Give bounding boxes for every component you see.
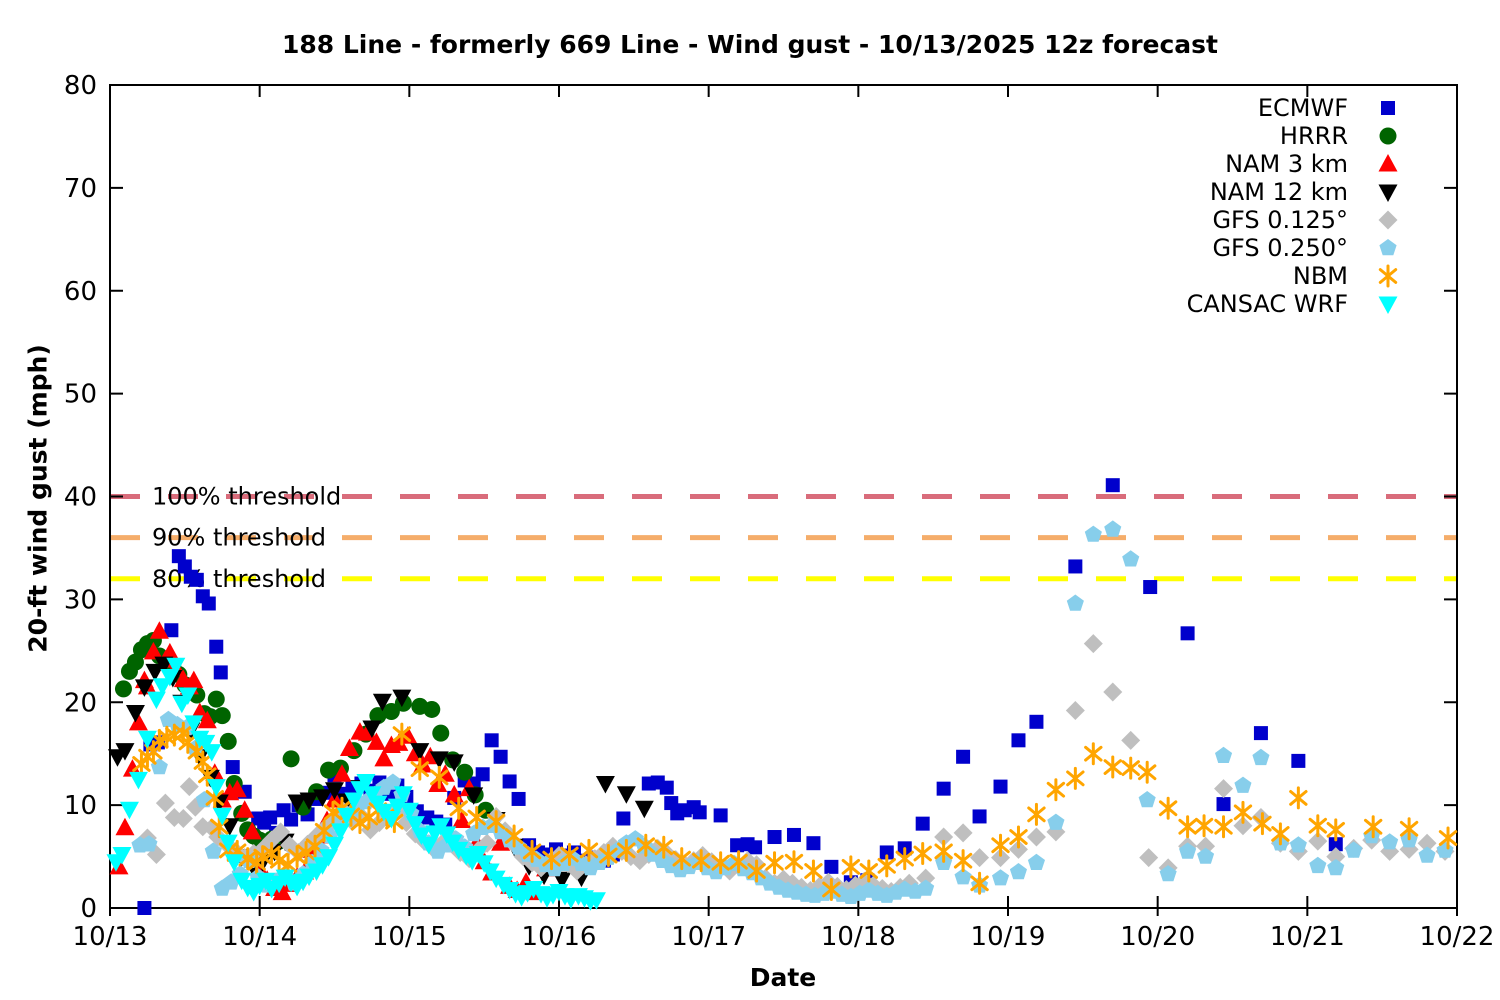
x-tick-label: 10/16 (522, 922, 597, 952)
legend-item-ecmwf: ECMWF (1258, 94, 1395, 122)
legend-label-ecmwf: ECMWF (1258, 94, 1348, 122)
legend-marker-hrrr-icon (1379, 127, 1397, 145)
chart-title: 188 Line - formerly 669 Line - Wind gust… (281, 30, 1218, 59)
legend-label-nam-3-km: NAM 3 km (1225, 150, 1348, 178)
y-tick-label: 80 (64, 71, 97, 101)
x-tick-label: 10/18 (821, 922, 896, 952)
x-tick-label: 10/17 (671, 922, 746, 952)
y-tick-label: 70 (64, 174, 97, 204)
y-tick-label: 0 (80, 894, 97, 924)
y-tick-label: 40 (64, 483, 97, 513)
legend-item-gfs-0-125: GFS 0.125° (1212, 206, 1398, 234)
y-tick-label: 60 (64, 277, 97, 307)
x-tick-label: 10/14 (222, 922, 297, 952)
y-tick-label: 20 (64, 688, 97, 718)
threshold-label-100-threshold: 100% threshold (152, 483, 341, 511)
legend-label-nbm: NBM (1293, 262, 1348, 290)
legend-label-hrrr: HRRR (1280, 122, 1348, 150)
legend-marker-nbm-icon (1378, 264, 1398, 288)
legend-item-nbm: NBM (1293, 262, 1398, 290)
y-axis-label: 20-ft wind gust (mph) (23, 344, 53, 653)
legend-item-cansac-wrf: CANSAC WRF (1187, 290, 1398, 318)
legend-marker-nam-3-km-icon (1378, 154, 1398, 172)
legend-item-nam-3-km: NAM 3 km (1225, 150, 1398, 178)
x-tick-label: 10/15 (372, 922, 447, 952)
x-tick-label: 10/20 (1120, 922, 1195, 952)
x-axis-label: Date (749, 963, 817, 992)
series-nbm-points (132, 721, 1458, 901)
legend-marker-gfs-0-125-icon (1378, 210, 1398, 230)
legend-label-nam-12-km: NAM 12 km (1210, 178, 1348, 206)
legend-label-gfs-0-125: GFS 0.125° (1212, 206, 1348, 234)
y-tick-label: 50 (64, 380, 97, 410)
threshold-label-90-threshold: 90% threshold (152, 524, 326, 552)
x-tick-label: 10/19 (971, 922, 1046, 952)
series-gfs-0-250-points (131, 520, 1454, 904)
y-tick-label: 30 (64, 585, 97, 615)
legend-item-nam-12-km: NAM 12 km (1210, 178, 1398, 206)
legend-marker-gfs-0-250-icon (1379, 239, 1397, 256)
legend-label-cansac-wrf: CANSAC WRF (1187, 290, 1348, 318)
legend-marker-ecmwf-icon (1381, 101, 1395, 115)
legend-item-hrrr: HRRR (1280, 122, 1397, 150)
y-tick-label: 10 (64, 791, 97, 821)
legend-label-gfs-0-250: GFS 0.250° (1212, 234, 1348, 262)
legend-marker-nam-12-km-icon (1378, 184, 1398, 202)
legend-item-gfs-0-250: GFS 0.250° (1212, 234, 1397, 262)
x-tick-label: 10/22 (1420, 922, 1495, 952)
legend-marker-cansac-wrf-icon (1378, 296, 1398, 314)
x-tick-label: 10/13 (73, 922, 148, 952)
x-tick-label: 10/21 (1270, 922, 1345, 952)
series-cansac-wrf-points (106, 657, 606, 911)
